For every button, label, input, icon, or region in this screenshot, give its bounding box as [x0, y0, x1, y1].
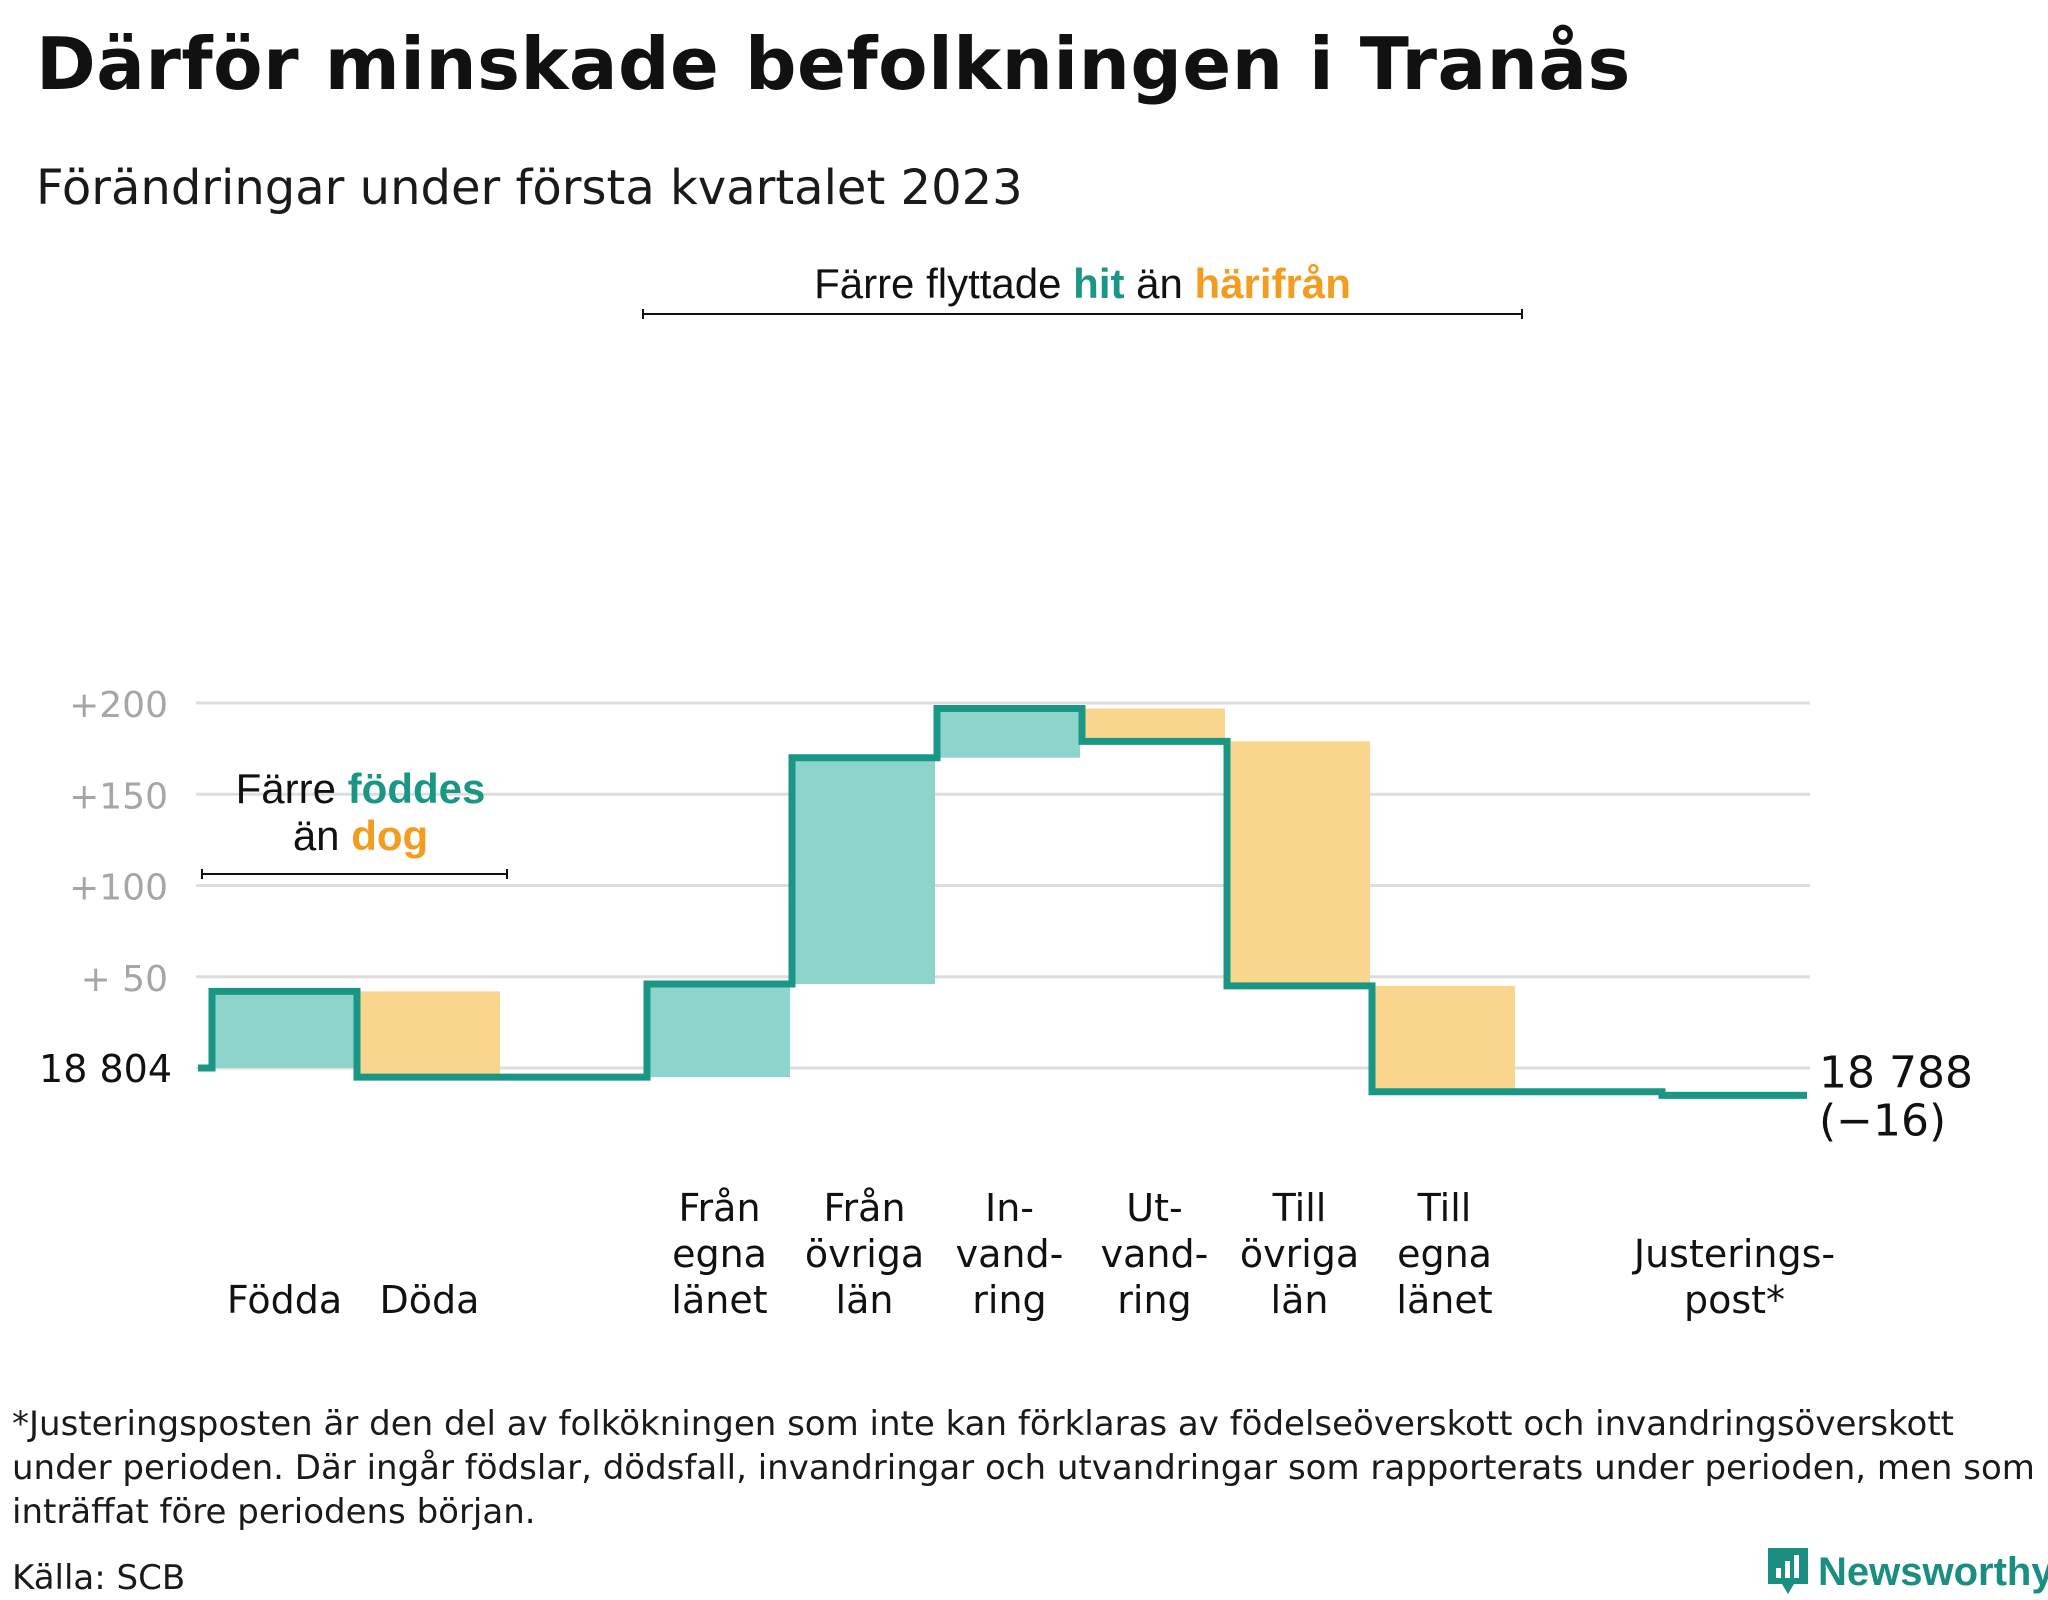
annotation-segment: härifrån [1195, 260, 1351, 307]
start-value-label: 18 804 [39, 1047, 172, 1091]
category-label: ring [1117, 1278, 1191, 1322]
category-label: länet [1396, 1278, 1492, 1322]
category-label: vand- [956, 1232, 1064, 1276]
y-tick-label: +200 [69, 685, 168, 726]
category-label: In- [985, 1186, 1034, 1230]
bar [1227, 741, 1370, 986]
category-label: Till [1272, 1186, 1327, 1230]
bar [357, 991, 500, 1078]
end-value-label: 18 788 [1819, 1047, 1973, 1098]
bar [937, 708, 1080, 758]
category-label: egna [1397, 1232, 1492, 1276]
category-label: län [836, 1278, 894, 1322]
annotation-segment: hit [1073, 260, 1124, 307]
chart-title: Därför minskade befolkningen i Tranås [36, 22, 1631, 106]
chart-subtitle: Förändringar under första kvartalet 2023 [36, 160, 1023, 216]
y-tick-label: + 50 [81, 959, 168, 1000]
bar [212, 991, 355, 1068]
annotation-births-deaths: Färre föddes [236, 765, 486, 812]
category-label: länet [671, 1278, 767, 1322]
category-label: Ut- [1126, 1186, 1182, 1230]
annotation-segment: dog [351, 812, 428, 859]
category-label: övriga [805, 1232, 924, 1276]
annotation-segment: Färre [236, 765, 348, 812]
annotation-migration: Färre flyttade hit än härifrån [814, 260, 1351, 307]
annotation-segment: Färre flyttade [814, 260, 1073, 307]
bar [792, 757, 935, 985]
category-label: ring [972, 1278, 1046, 1322]
end-change-label: (−16) [1819, 1095, 1946, 1146]
annotation-segment: än [1124, 260, 1194, 307]
newsworthy-logo-icon [1768, 1548, 1808, 1594]
y-tick-label: +150 [69, 776, 168, 817]
category-label: Från [678, 1186, 760, 1230]
bar [1372, 985, 1515, 1092]
bar [647, 984, 790, 1078]
category-label: Till [1417, 1186, 1472, 1230]
annotation-segment: än [293, 812, 351, 859]
y-tick-label: +100 [69, 868, 168, 909]
annotation-births-deaths-line2: än dog [293, 812, 428, 859]
brand-name: Newsworthy [1818, 1549, 2048, 1594]
category-label: Döda [380, 1278, 480, 1322]
category-label: post* [1684, 1278, 1785, 1322]
category-label: Justerings- [1632, 1232, 1835, 1276]
category-label: övriga [1240, 1232, 1359, 1276]
annotation-segment: föddes [348, 765, 486, 812]
footnote: *Justeringsposten är den del av folkökni… [12, 1404, 2035, 1532]
cumulative-step-line [198, 704, 1807, 1099]
category-label: län [1271, 1278, 1329, 1322]
source-credit: Källa: SCB [12, 1558, 186, 1598]
category-label: vand- [1101, 1232, 1209, 1276]
brand-logo: Newsworthy [1768, 1548, 2048, 1596]
category-label: Födda [227, 1278, 342, 1322]
bar [1082, 708, 1225, 742]
category-label: egna [672, 1232, 767, 1276]
category-label: Från [823, 1186, 905, 1230]
